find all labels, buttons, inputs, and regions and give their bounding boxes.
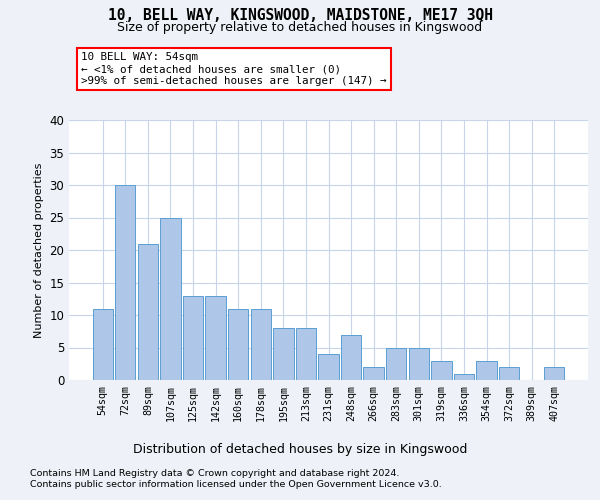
Bar [228, 308, 248, 380]
Bar [454, 374, 474, 380]
Text: 10 BELL WAY: 54sqm
← <1% of detached houses are smaller (0)
>99% of semi-detache: 10 BELL WAY: 54sqm ← <1% of detached hou… [81, 52, 386, 86]
Bar [319, 354, 338, 380]
Bar [341, 334, 361, 380]
Text: Size of property relative to detached houses in Kingswood: Size of property relative to detached ho… [118, 21, 482, 34]
Text: Contains public sector information licensed under the Open Government Licence v3: Contains public sector information licen… [30, 480, 442, 489]
Text: 10, BELL WAY, KINGSWOOD, MAIDSTONE, ME17 3QH: 10, BELL WAY, KINGSWOOD, MAIDSTONE, ME17… [107, 8, 493, 22]
Bar [499, 367, 519, 380]
Bar [431, 360, 452, 380]
Bar [251, 308, 271, 380]
Bar [160, 218, 181, 380]
Bar [138, 244, 158, 380]
Bar [386, 348, 406, 380]
Text: Distribution of detached houses by size in Kingswood: Distribution of detached houses by size … [133, 442, 467, 456]
Y-axis label: Number of detached properties: Number of detached properties [34, 162, 44, 338]
Bar [476, 360, 497, 380]
Bar [273, 328, 293, 380]
Bar [183, 296, 203, 380]
Bar [544, 367, 565, 380]
Bar [92, 308, 113, 380]
Bar [205, 296, 226, 380]
Text: Contains HM Land Registry data © Crown copyright and database right 2024.: Contains HM Land Registry data © Crown c… [30, 469, 400, 478]
Bar [364, 367, 384, 380]
Bar [409, 348, 429, 380]
Bar [115, 185, 136, 380]
Bar [296, 328, 316, 380]
